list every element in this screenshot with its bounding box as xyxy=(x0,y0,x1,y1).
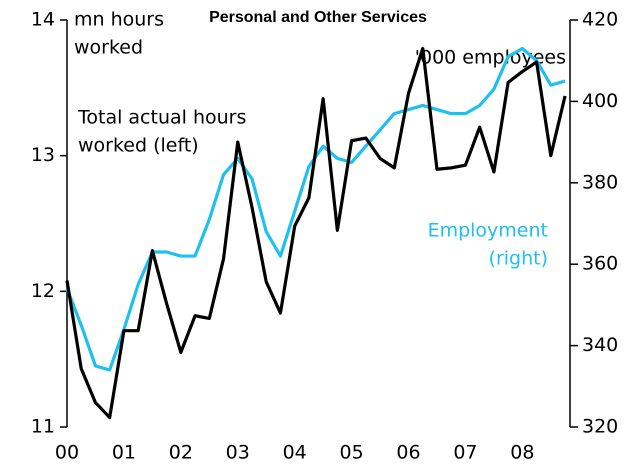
x-tick-label: 07 xyxy=(453,442,477,464)
y2-tick-label: 340 xyxy=(582,334,618,356)
y-axis-label: mn hours xyxy=(74,9,164,31)
y2-tick-label: 400 xyxy=(582,90,618,112)
annotation: Employment xyxy=(428,220,548,242)
y2-tick-label: 320 xyxy=(582,416,618,438)
x-tick-label: 00 xyxy=(55,442,79,464)
x-tick-label: 04 xyxy=(283,442,307,464)
y-tick-label: 13 xyxy=(31,144,55,166)
y-axis-label: worked xyxy=(74,37,143,59)
x-tick-label: 01 xyxy=(112,442,136,464)
series-line xyxy=(65,46,566,372)
y-tick-label: 11 xyxy=(31,416,55,438)
y2-tick-label: 360 xyxy=(582,253,618,275)
x-tick-label: 06 xyxy=(396,442,420,464)
x-tick-label: 02 xyxy=(169,442,193,464)
annotation: worked (left) xyxy=(78,135,199,157)
y-tick-label: 14 xyxy=(31,9,55,31)
chart-title: Personal and Other Services xyxy=(209,9,427,26)
annotation: (right) xyxy=(489,248,548,270)
x-tick-label: 08 xyxy=(510,442,534,464)
x-tick-label: 03 xyxy=(226,442,250,464)
y2-axis-label: '000 employees xyxy=(415,47,566,69)
y2-tick-label: 420 xyxy=(582,9,618,31)
y2-tick-label: 380 xyxy=(582,171,618,193)
x-tick-label: 05 xyxy=(340,442,364,464)
annotation: Total actual hours xyxy=(77,107,246,129)
series-line xyxy=(65,46,567,420)
y-tick-label: 12 xyxy=(31,280,55,302)
